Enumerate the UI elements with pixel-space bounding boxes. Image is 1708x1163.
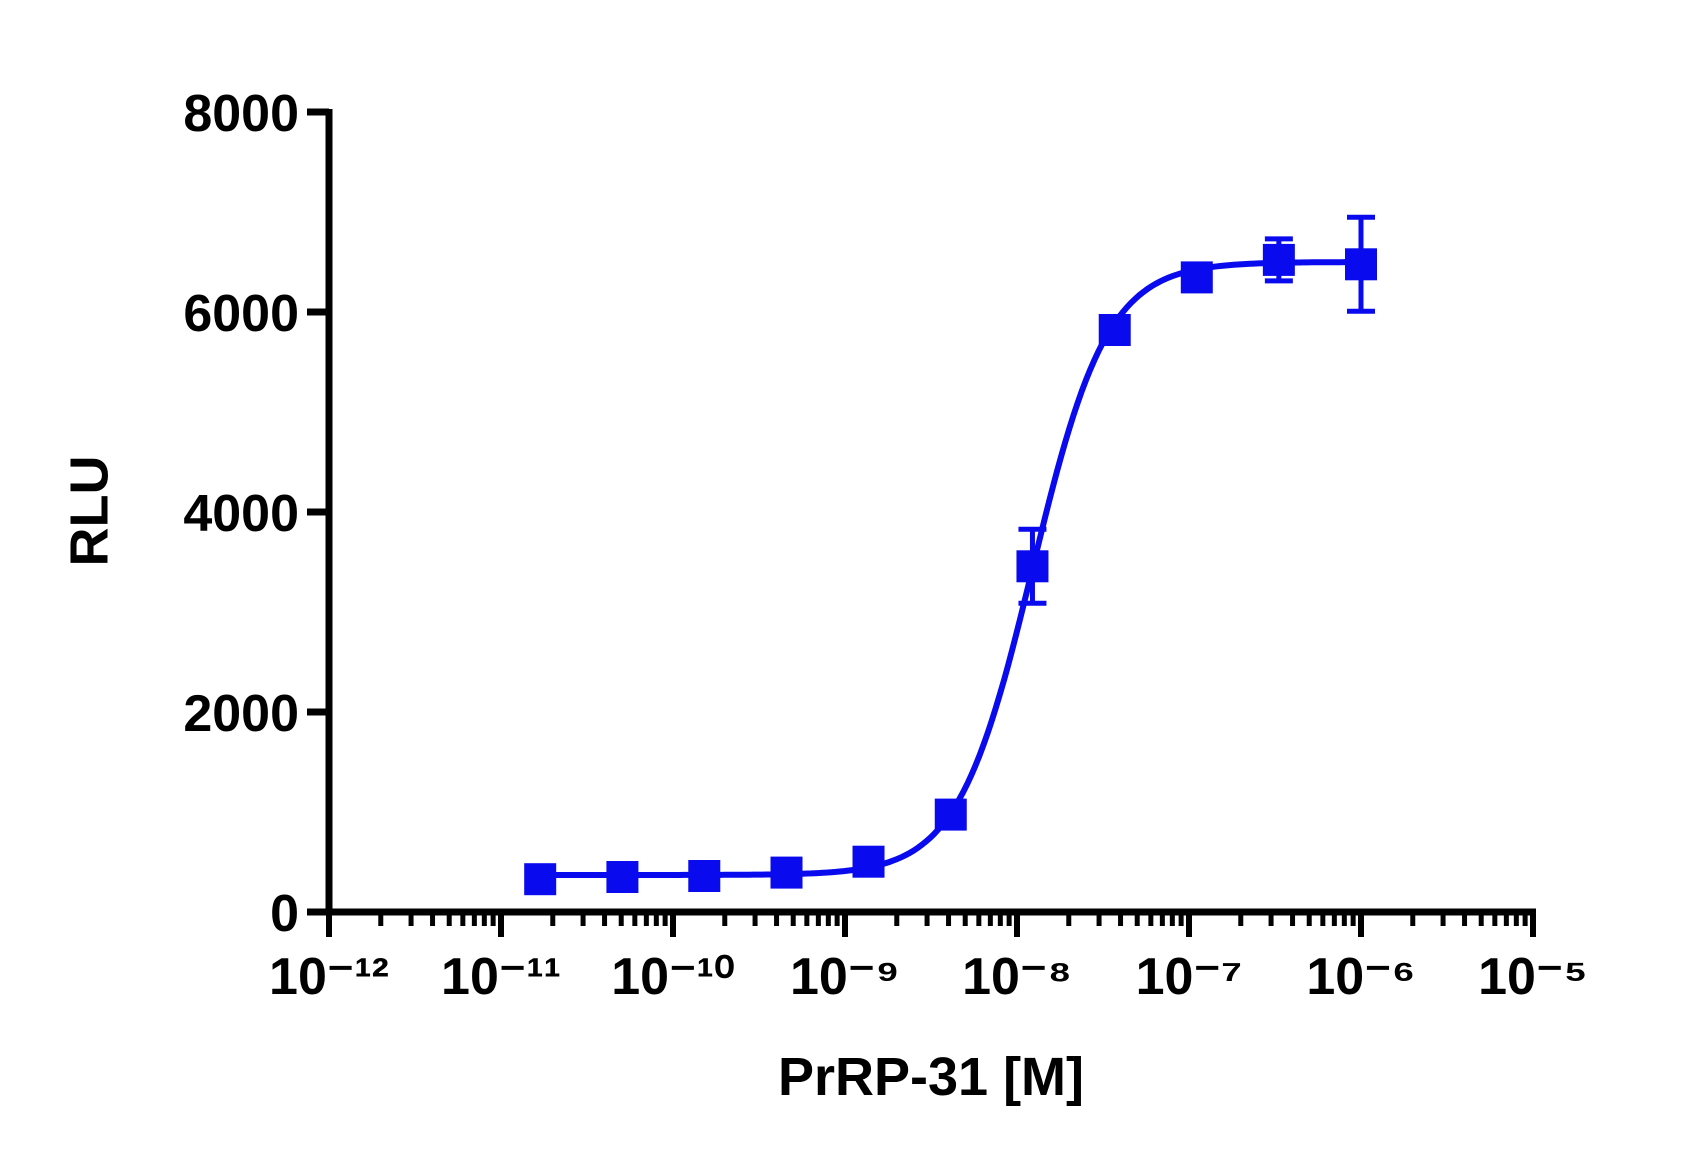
y-tick-label: 0 (270, 885, 299, 943)
x-tick-label: 10⁻⁸ (962, 948, 1072, 1006)
x-tick-label: 10⁻⁹ (790, 948, 900, 1006)
marker (1098, 314, 1131, 346)
y-axis-label: RLU (59, 456, 119, 567)
x-tick-label: 10⁻¹¹ (441, 948, 561, 1006)
x-tick-label: 10⁻⁵ (1478, 948, 1588, 1006)
y-tick-label: 8000 (183, 85, 299, 143)
marker (688, 860, 721, 892)
x-axis-label: PrRP-31 [M] (778, 1047, 1084, 1107)
marker (524, 863, 557, 896)
x-tick-label: 10⁻⁷ (1136, 948, 1243, 1006)
marker (770, 856, 803, 889)
x-tick-label: 10⁻¹² (269, 948, 389, 1006)
y-tick-label: 6000 (183, 285, 299, 343)
marker (1345, 248, 1377, 281)
marker (1262, 243, 1295, 276)
marker (852, 845, 885, 878)
x-tick-label: 10⁻¹⁰ (611, 948, 734, 1006)
fit-curve (540, 259, 1361, 878)
x-tick-label: 10⁻⁶ (1306, 948, 1415, 1006)
marker (1180, 261, 1213, 294)
y-tick-label: 4000 (183, 485, 299, 543)
marker (606, 861, 639, 893)
y-tick-label: 2000 (183, 685, 299, 743)
marker (1016, 550, 1049, 583)
marker (934, 798, 967, 831)
